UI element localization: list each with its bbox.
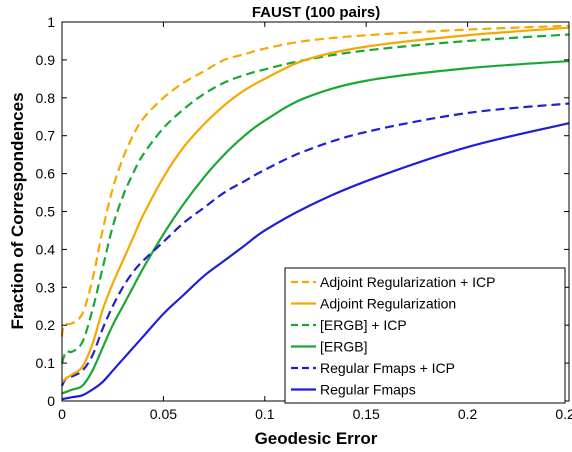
series-line bbox=[60, 24, 570, 337]
series-line bbox=[61, 122, 570, 401]
y-tick-label: 0.8 bbox=[36, 90, 56, 106]
y-tick-label: 0.5 bbox=[36, 204, 56, 220]
x-tick-label: 0.15 bbox=[353, 406, 380, 422]
x-tick-label: 0.2 bbox=[458, 406, 478, 422]
y-tick-label: 1 bbox=[47, 14, 55, 30]
series-layer bbox=[60, 24, 570, 401]
legend-label: Regular Fmaps bbox=[320, 382, 416, 398]
series-line bbox=[61, 59, 570, 395]
y-axis-title: Fraction of Correspondences bbox=[8, 92, 27, 329]
y-tick-label: 0.4 bbox=[36, 241, 56, 257]
legend-box bbox=[284, 267, 566, 404]
x-tick-label: 0 bbox=[58, 406, 66, 422]
legend-label: Adjoint Regularization + ICP bbox=[320, 274, 496, 290]
legend-label: Adjoint Regularization bbox=[320, 296, 456, 312]
y-tick-label: 0.2 bbox=[36, 317, 56, 333]
legend-label: [ERGB] + ICP bbox=[320, 317, 407, 333]
x-axis-title: Geodesic Error bbox=[255, 429, 378, 448]
series-line bbox=[60, 33, 570, 364]
series-line bbox=[61, 102, 570, 387]
series-line bbox=[61, 26, 570, 383]
y-tick-label: 0 bbox=[47, 393, 55, 409]
chart-title: FAUST (100 pairs) bbox=[252, 4, 380, 21]
legend-label: Regular Fmaps + ICP bbox=[320, 360, 455, 376]
y-axis: 0 0.1 0.2 0.3 0.4 0.5 0.6 0.7 0.8 0.9 1 bbox=[36, 14, 569, 409]
y-tick-label: 0.9 bbox=[36, 52, 56, 68]
x-tick-label: 0.25 bbox=[555, 406, 572, 422]
x-tick-label: 0.1 bbox=[255, 406, 275, 422]
y-tick-label: 0.7 bbox=[36, 128, 56, 144]
y-tick-label: 0.6 bbox=[36, 166, 56, 182]
x-tick-label: 0.05 bbox=[150, 406, 177, 422]
legend: Adjoint Regularization + ICP Adjoint Regu… bbox=[284, 267, 566, 404]
y-tick-label: 0.3 bbox=[36, 279, 56, 295]
legend-label: [ERGB] bbox=[320, 339, 367, 355]
y-tick-label: 0.1 bbox=[36, 355, 56, 371]
